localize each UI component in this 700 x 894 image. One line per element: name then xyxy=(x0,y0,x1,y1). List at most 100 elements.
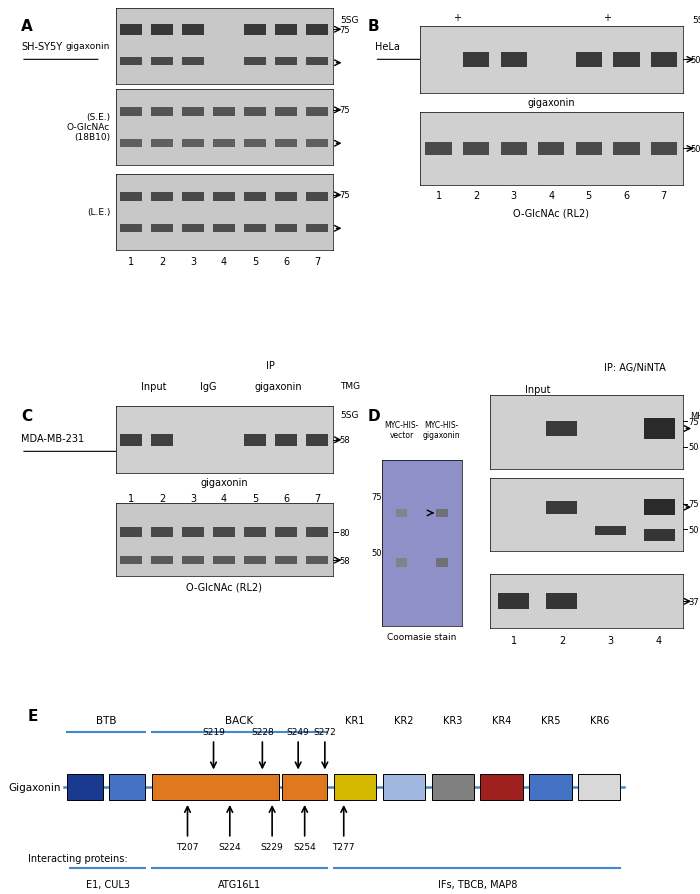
Text: BACK: BACK xyxy=(225,715,253,725)
Text: 6: 6 xyxy=(283,257,289,267)
Bar xyxy=(396,510,407,518)
Bar xyxy=(182,25,204,36)
Text: SH-SY5Y: SH-SY5Y xyxy=(21,42,62,53)
Bar xyxy=(182,527,204,538)
Bar xyxy=(538,143,564,156)
Text: 1: 1 xyxy=(511,635,517,645)
Bar xyxy=(432,774,474,800)
Bar xyxy=(578,774,620,800)
Text: +: + xyxy=(143,13,150,23)
Text: IP: AG/NiNTA: IP: AG/NiNTA xyxy=(603,363,665,373)
Bar xyxy=(151,107,173,117)
Bar xyxy=(213,107,235,117)
Bar xyxy=(576,53,602,68)
Text: 2: 2 xyxy=(559,635,566,645)
Text: E1, CUL3: E1, CUL3 xyxy=(85,879,130,889)
Text: O-GlcNAc (RL2): O-GlcNAc (RL2) xyxy=(513,207,589,218)
Text: Gigaxonin: Gigaxonin xyxy=(8,782,61,792)
Text: 4: 4 xyxy=(221,257,227,267)
Text: 75: 75 xyxy=(688,417,699,426)
Text: S254: S254 xyxy=(293,842,316,851)
Bar xyxy=(480,774,523,800)
Text: 3: 3 xyxy=(608,635,613,645)
Text: 2: 2 xyxy=(159,257,165,267)
Text: 5: 5 xyxy=(252,257,258,267)
Bar xyxy=(151,225,173,232)
Text: 4: 4 xyxy=(655,635,662,645)
Text: 5: 5 xyxy=(586,190,592,201)
Bar xyxy=(182,58,204,66)
Bar xyxy=(436,510,447,518)
Text: 50: 50 xyxy=(371,549,382,558)
Bar xyxy=(547,501,578,514)
Text: 3: 3 xyxy=(511,190,517,201)
Bar xyxy=(151,58,173,66)
Bar xyxy=(275,58,297,66)
Text: 58: 58 xyxy=(339,435,349,445)
Text: 3: 3 xyxy=(190,257,196,267)
Bar xyxy=(151,140,173,148)
Bar xyxy=(182,107,204,117)
Bar xyxy=(500,143,527,156)
Text: KR6: KR6 xyxy=(589,715,609,725)
Bar xyxy=(151,557,173,564)
Bar xyxy=(529,774,572,800)
Bar xyxy=(463,143,489,156)
Text: (L.E.): (L.E.) xyxy=(87,207,110,217)
Text: 5: 5 xyxy=(252,493,258,504)
Bar xyxy=(120,58,141,66)
Text: Coomasie stain: Coomasie stain xyxy=(387,632,456,641)
Text: 75: 75 xyxy=(339,106,349,115)
Text: C: C xyxy=(21,409,32,423)
Text: D: D xyxy=(368,409,380,423)
Text: 58: 58 xyxy=(339,556,349,565)
Text: +: + xyxy=(127,409,135,418)
Text: 4: 4 xyxy=(548,190,554,201)
Text: Interacting proteins:: Interacting proteins: xyxy=(28,853,127,864)
Text: E: E xyxy=(28,708,38,723)
Bar xyxy=(651,143,678,156)
Text: B: B xyxy=(368,20,379,34)
Text: 75: 75 xyxy=(339,191,349,200)
Bar xyxy=(213,527,235,538)
Bar xyxy=(120,140,141,148)
Bar xyxy=(275,225,297,232)
Text: ATG16L1: ATG16L1 xyxy=(218,879,261,889)
Text: KR3: KR3 xyxy=(443,715,463,725)
Bar xyxy=(244,557,266,564)
Bar xyxy=(120,434,141,446)
Text: 75: 75 xyxy=(688,500,699,509)
Bar xyxy=(213,140,235,148)
Text: 2: 2 xyxy=(473,190,480,201)
Text: MYC-HIS-
vector: MYC-HIS- vector xyxy=(384,420,419,440)
Text: 2: 2 xyxy=(159,493,165,504)
Text: 1: 1 xyxy=(435,190,442,201)
Text: S249: S249 xyxy=(287,727,309,736)
Bar xyxy=(213,557,235,564)
Bar xyxy=(275,192,297,202)
Bar xyxy=(244,140,266,148)
Bar xyxy=(282,774,328,800)
Bar xyxy=(213,225,235,232)
Bar xyxy=(182,225,204,232)
Text: S219: S219 xyxy=(202,727,225,736)
Text: +: + xyxy=(267,13,274,23)
Text: 4: 4 xyxy=(221,493,227,504)
Text: 80: 80 xyxy=(339,528,349,537)
Text: 50: 50 xyxy=(690,145,700,154)
Bar xyxy=(500,53,527,68)
Text: S228: S228 xyxy=(251,727,274,736)
Bar xyxy=(120,557,141,564)
Bar xyxy=(275,107,297,117)
Bar xyxy=(275,140,297,148)
Text: 7: 7 xyxy=(661,190,667,201)
Text: gigaxonin: gigaxonin xyxy=(200,477,248,488)
Text: MYC-HIS-
gigaxonin: MYC-HIS- gigaxonin xyxy=(423,420,461,440)
Bar xyxy=(307,557,328,564)
Bar xyxy=(383,774,425,800)
Text: +: + xyxy=(603,13,612,23)
Bar xyxy=(244,192,266,202)
Text: +: + xyxy=(654,411,662,421)
Text: TMG: TMG xyxy=(340,381,360,390)
Bar xyxy=(307,140,328,148)
